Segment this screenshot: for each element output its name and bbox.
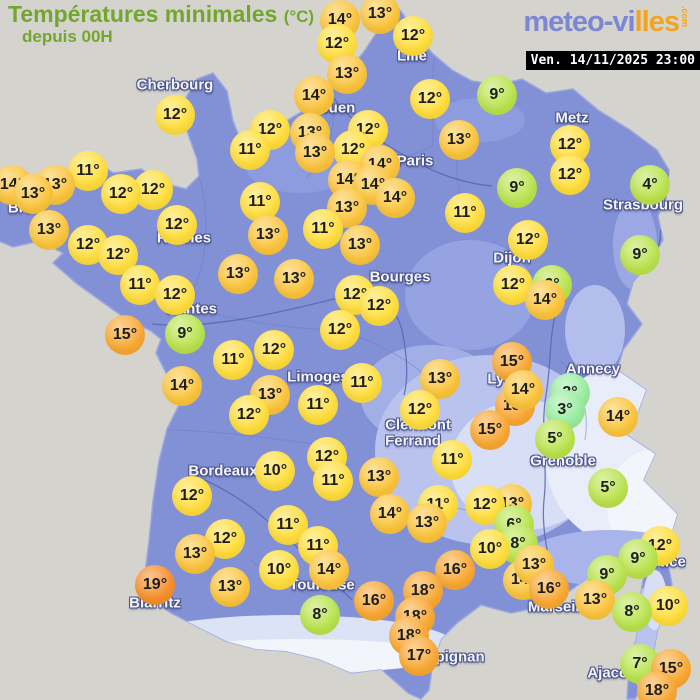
temp-bubble[interactable]: 9° — [620, 235, 660, 275]
temp-bubble[interactable]: 9° — [497, 168, 537, 208]
temp-bubble[interactable]: 14° — [375, 178, 415, 218]
temp-bubble[interactable]: 12° — [359, 286, 399, 326]
temp-bubble[interactable]: 9° — [165, 314, 205, 354]
city-label: Annecy — [565, 360, 621, 378]
temp-bubble[interactable]: 13° — [407, 503, 447, 543]
temp-bubble[interactable]: 10° — [255, 451, 295, 491]
temp-bubble[interactable]: 11° — [120, 265, 160, 305]
temp-bubble[interactable]: 15° — [470, 410, 510, 450]
temp-bubble[interactable]: 16° — [529, 569, 569, 609]
temp-bubble[interactable]: 14° — [598, 397, 638, 437]
temp-bubble[interactable]: 11° — [432, 440, 472, 480]
temp-bubble[interactable]: 13° — [274, 259, 314, 299]
temp-bubble[interactable]: 11° — [303, 209, 343, 249]
temp-bubble[interactable]: 12° — [410, 79, 450, 119]
temp-bubble[interactable]: 14° — [294, 76, 334, 116]
temp-bubble[interactable]: 12° — [550, 125, 590, 165]
city-label: Bordeaux — [188, 462, 258, 480]
temp-bubble[interactable]: 5° — [588, 468, 628, 508]
temp-bubble[interactable]: 17° — [399, 636, 439, 676]
logo-blue-text: meteo-vi — [523, 6, 635, 38]
temp-bubble[interactable]: 11° — [445, 193, 485, 233]
temp-bubble[interactable]: 12° — [101, 174, 141, 214]
temp-bubble[interactable]: 12° — [465, 485, 505, 525]
temp-bubble[interactable]: 13° — [327, 54, 367, 94]
temp-bubble[interactable]: 8° — [300, 595, 340, 635]
city-label: Metz — [555, 109, 589, 127]
temp-bubble[interactable]: 13° — [13, 174, 53, 214]
temp-bubble[interactable]: 12° — [320, 310, 360, 350]
temp-bubble[interactable]: 12° — [172, 476, 212, 516]
temp-bubble[interactable]: 13° — [218, 254, 258, 294]
temp-bubble[interactable]: 18° — [637, 671, 677, 700]
temp-bubble[interactable]: 11° — [313, 461, 353, 501]
temp-bubble[interactable]: 12° — [550, 155, 590, 195]
date-banner: Ven. 14/11/2025 23:00 — [525, 51, 700, 70]
temp-bubble[interactable]: 15° — [105, 315, 145, 355]
page-title: Températures minimales (°C) — [8, 1, 315, 27]
temp-bubble[interactable]: 13° — [248, 215, 288, 255]
logo-orange-text: lles — [634, 6, 680, 38]
city-label: Ferrand — [385, 432, 441, 450]
temp-bubble[interactable]: 11° — [230, 130, 270, 170]
temp-bubble[interactable]: 10° — [470, 529, 510, 569]
temp-bubble[interactable]: 13° — [175, 534, 215, 574]
temp-bubble[interactable]: 13° — [575, 580, 615, 620]
page-subtitle: depuis 00H — [22, 27, 113, 47]
logo-tld: .com — [680, 6, 690, 28]
temp-bubble[interactable]: 12° — [155, 95, 195, 135]
temp-bubble[interactable]: 13° — [29, 210, 69, 250]
temp-bubble[interactable]: 10° — [259, 550, 299, 590]
temp-bubble[interactable]: 11° — [68, 151, 108, 191]
temp-bubble[interactable]: 14° — [309, 550, 349, 590]
map-header: Températures minimales (°C) depuis 00H — [8, 2, 314, 46]
temp-bubble[interactable]: 12° — [393, 16, 433, 56]
city-label: Bourges — [369, 268, 431, 286]
city-label: Cherbourg — [136, 76, 214, 94]
temp-bubble[interactable]: 11° — [213, 340, 253, 380]
temp-bubble[interactable]: 14° — [503, 370, 543, 410]
temp-bubble[interactable]: 13° — [359, 457, 399, 497]
temp-bubble[interactable]: 19° — [135, 565, 175, 605]
temp-bubble[interactable]: 9° — [477, 75, 517, 115]
temp-bubble[interactable]: 12° — [400, 390, 440, 430]
temp-bubble[interactable]: 13° — [439, 120, 479, 160]
temp-bubble[interactable]: 12° — [254, 330, 294, 370]
temp-bubble[interactable]: 4° — [630, 165, 670, 205]
temp-bubble[interactable]: 13° — [340, 225, 380, 265]
temp-bubble[interactable]: 5° — [535, 419, 575, 459]
city-label: Strasbourg — [602, 196, 684, 214]
temp-bubble[interactable]: 8° — [612, 592, 652, 632]
temp-bubble[interactable]: 12° — [155, 275, 195, 315]
temp-bubble[interactable]: 16° — [354, 581, 394, 621]
temp-bubble[interactable]: 14° — [370, 494, 410, 534]
temp-bubble[interactable]: 12° — [250, 110, 290, 150]
temp-bubble[interactable]: 11° — [342, 363, 382, 403]
city-label: Limoges — [287, 368, 349, 386]
city-label: Paris — [396, 152, 434, 170]
temp-bubble[interactable]: 12° — [508, 220, 548, 260]
temp-bubble[interactable]: 14° — [162, 366, 202, 406]
temp-bubble[interactable]: 14° — [525, 280, 565, 320]
temp-bubble[interactable]: 10° — [648, 586, 688, 626]
unit-label: (°C) — [283, 7, 315, 26]
temp-bubble[interactable]: 13° — [327, 188, 367, 228]
temp-bubble[interactable]: 13° — [295, 133, 335, 173]
temp-bubble[interactable]: 11° — [298, 385, 338, 425]
temp-bubble[interactable]: 12° — [205, 519, 245, 559]
temp-bubble[interactable]: 13° — [360, 0, 400, 34]
temp-bubble[interactable]: 12° — [157, 205, 197, 245]
meteo-villes-logo[interactable]: meteo-villes.com — [523, 6, 690, 39]
temp-bubble[interactable]: 13° — [210, 567, 250, 607]
temp-bubble[interactable]: 12° — [229, 395, 269, 435]
